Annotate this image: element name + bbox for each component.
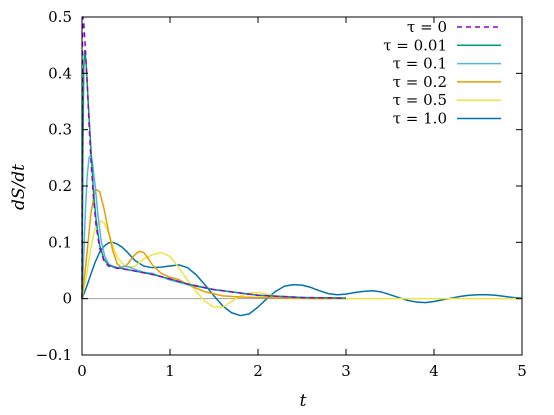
- series-line-3: [81, 188, 346, 300]
- x-tick-label: 3: [341, 362, 351, 380]
- y-axis-title: dS/dt: [9, 164, 29, 210]
- series-line-0: [81, 16, 347, 299]
- plot-frame: [81, 16, 523, 356]
- x-tick-label: 4: [429, 362, 439, 380]
- x-tick-label: 1: [165, 362, 175, 380]
- legend: τ = 0τ = 0.01τ = 0.1τ = 0.2τ = 0.5τ = 1.…: [383, 18, 501, 128]
- y-tick-label: 0.3: [48, 121, 72, 139]
- x-axis: 0 1 2 3 4 5: [77, 17, 527, 380]
- y-tick-label: 0.4: [48, 64, 72, 82]
- y-tick-label: 0.1: [48, 233, 72, 251]
- y-tick-label: 0: [62, 290, 72, 308]
- legend-label: τ = 0.01: [383, 36, 447, 54]
- series-layer: [81, 16, 523, 317]
- legend-label: τ = 1.0: [393, 110, 447, 128]
- x-axis-title: t: [300, 391, 307, 411]
- series-line-2: [81, 154, 347, 299]
- x-tick-label: 2: [253, 362, 263, 380]
- series-line-5: [81, 241, 523, 317]
- legend-label: τ = 0.5: [393, 91, 447, 109]
- x-tick-label: 0: [77, 362, 87, 380]
- y-tick-label: −0.1: [36, 346, 72, 364]
- y-tick-label: 0.5: [48, 8, 72, 26]
- y-tick-label: 0.2: [48, 177, 72, 195]
- legend-label: τ = 0.1: [393, 55, 447, 73]
- x-tick-label: 5: [517, 362, 527, 380]
- legend-label: τ = 0: [407, 18, 447, 36]
- legend-label: τ = 0.2: [393, 73, 447, 91]
- y-axis: −0.1 0 0.1 0.2 0.3 0.4 0.5: [36, 8, 522, 364]
- series-line-4: [81, 220, 522, 308]
